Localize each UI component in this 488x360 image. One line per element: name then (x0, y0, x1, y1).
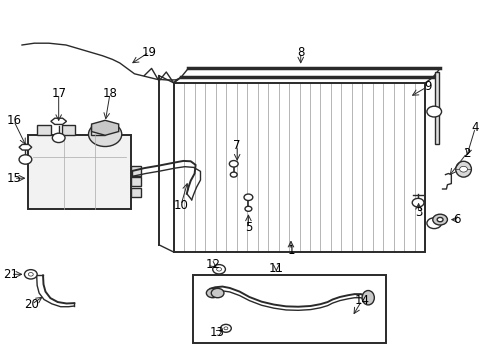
Circle shape (436, 217, 442, 222)
Bar (28, 135, 131, 209)
Polygon shape (91, 120, 119, 135)
Text: 19: 19 (142, 46, 156, 59)
Bar (193, 275, 386, 343)
Text: 14: 14 (354, 294, 368, 307)
Circle shape (411, 198, 423, 207)
Circle shape (244, 206, 251, 211)
Text: 3: 3 (414, 206, 422, 219)
Circle shape (24, 270, 37, 279)
Text: 18: 18 (102, 87, 117, 100)
Circle shape (211, 288, 224, 298)
Ellipse shape (361, 291, 374, 305)
Text: 6: 6 (452, 213, 460, 226)
Circle shape (206, 288, 219, 298)
Ellipse shape (455, 161, 470, 177)
Bar (61, 125, 75, 135)
Text: 13: 13 (210, 327, 224, 339)
Bar (131, 166, 141, 176)
Text: 4: 4 (470, 121, 478, 134)
Text: 12: 12 (205, 258, 220, 271)
Circle shape (426, 218, 441, 229)
Circle shape (52, 133, 65, 143)
Text: 20: 20 (24, 298, 39, 311)
Polygon shape (51, 118, 66, 125)
Circle shape (244, 194, 252, 201)
Text: 17: 17 (51, 87, 66, 100)
Text: 9: 9 (423, 80, 431, 93)
Text: 5: 5 (244, 221, 252, 234)
Circle shape (230, 172, 237, 177)
Text: 7: 7 (233, 139, 241, 152)
Bar (91, 125, 104, 135)
Text: 16: 16 (6, 114, 21, 127)
Circle shape (88, 122, 122, 147)
Circle shape (229, 161, 238, 167)
Circle shape (28, 273, 33, 276)
Text: 10: 10 (173, 199, 188, 212)
Text: 21: 21 (3, 268, 18, 281)
Text: 8: 8 (296, 46, 304, 59)
Text: 11: 11 (268, 262, 283, 275)
Polygon shape (19, 144, 32, 150)
Circle shape (459, 166, 467, 172)
Text: 1: 1 (286, 244, 294, 257)
Text: 2: 2 (462, 147, 470, 159)
Circle shape (224, 327, 227, 330)
Bar (131, 188, 141, 197)
Bar (434, 72, 438, 144)
Bar (131, 177, 141, 186)
Circle shape (426, 106, 441, 117)
Text: 15: 15 (6, 172, 21, 185)
Bar (37, 125, 51, 135)
Circle shape (220, 324, 231, 332)
Circle shape (19, 155, 32, 164)
Circle shape (216, 267, 221, 271)
Circle shape (212, 265, 225, 274)
Circle shape (432, 214, 447, 225)
